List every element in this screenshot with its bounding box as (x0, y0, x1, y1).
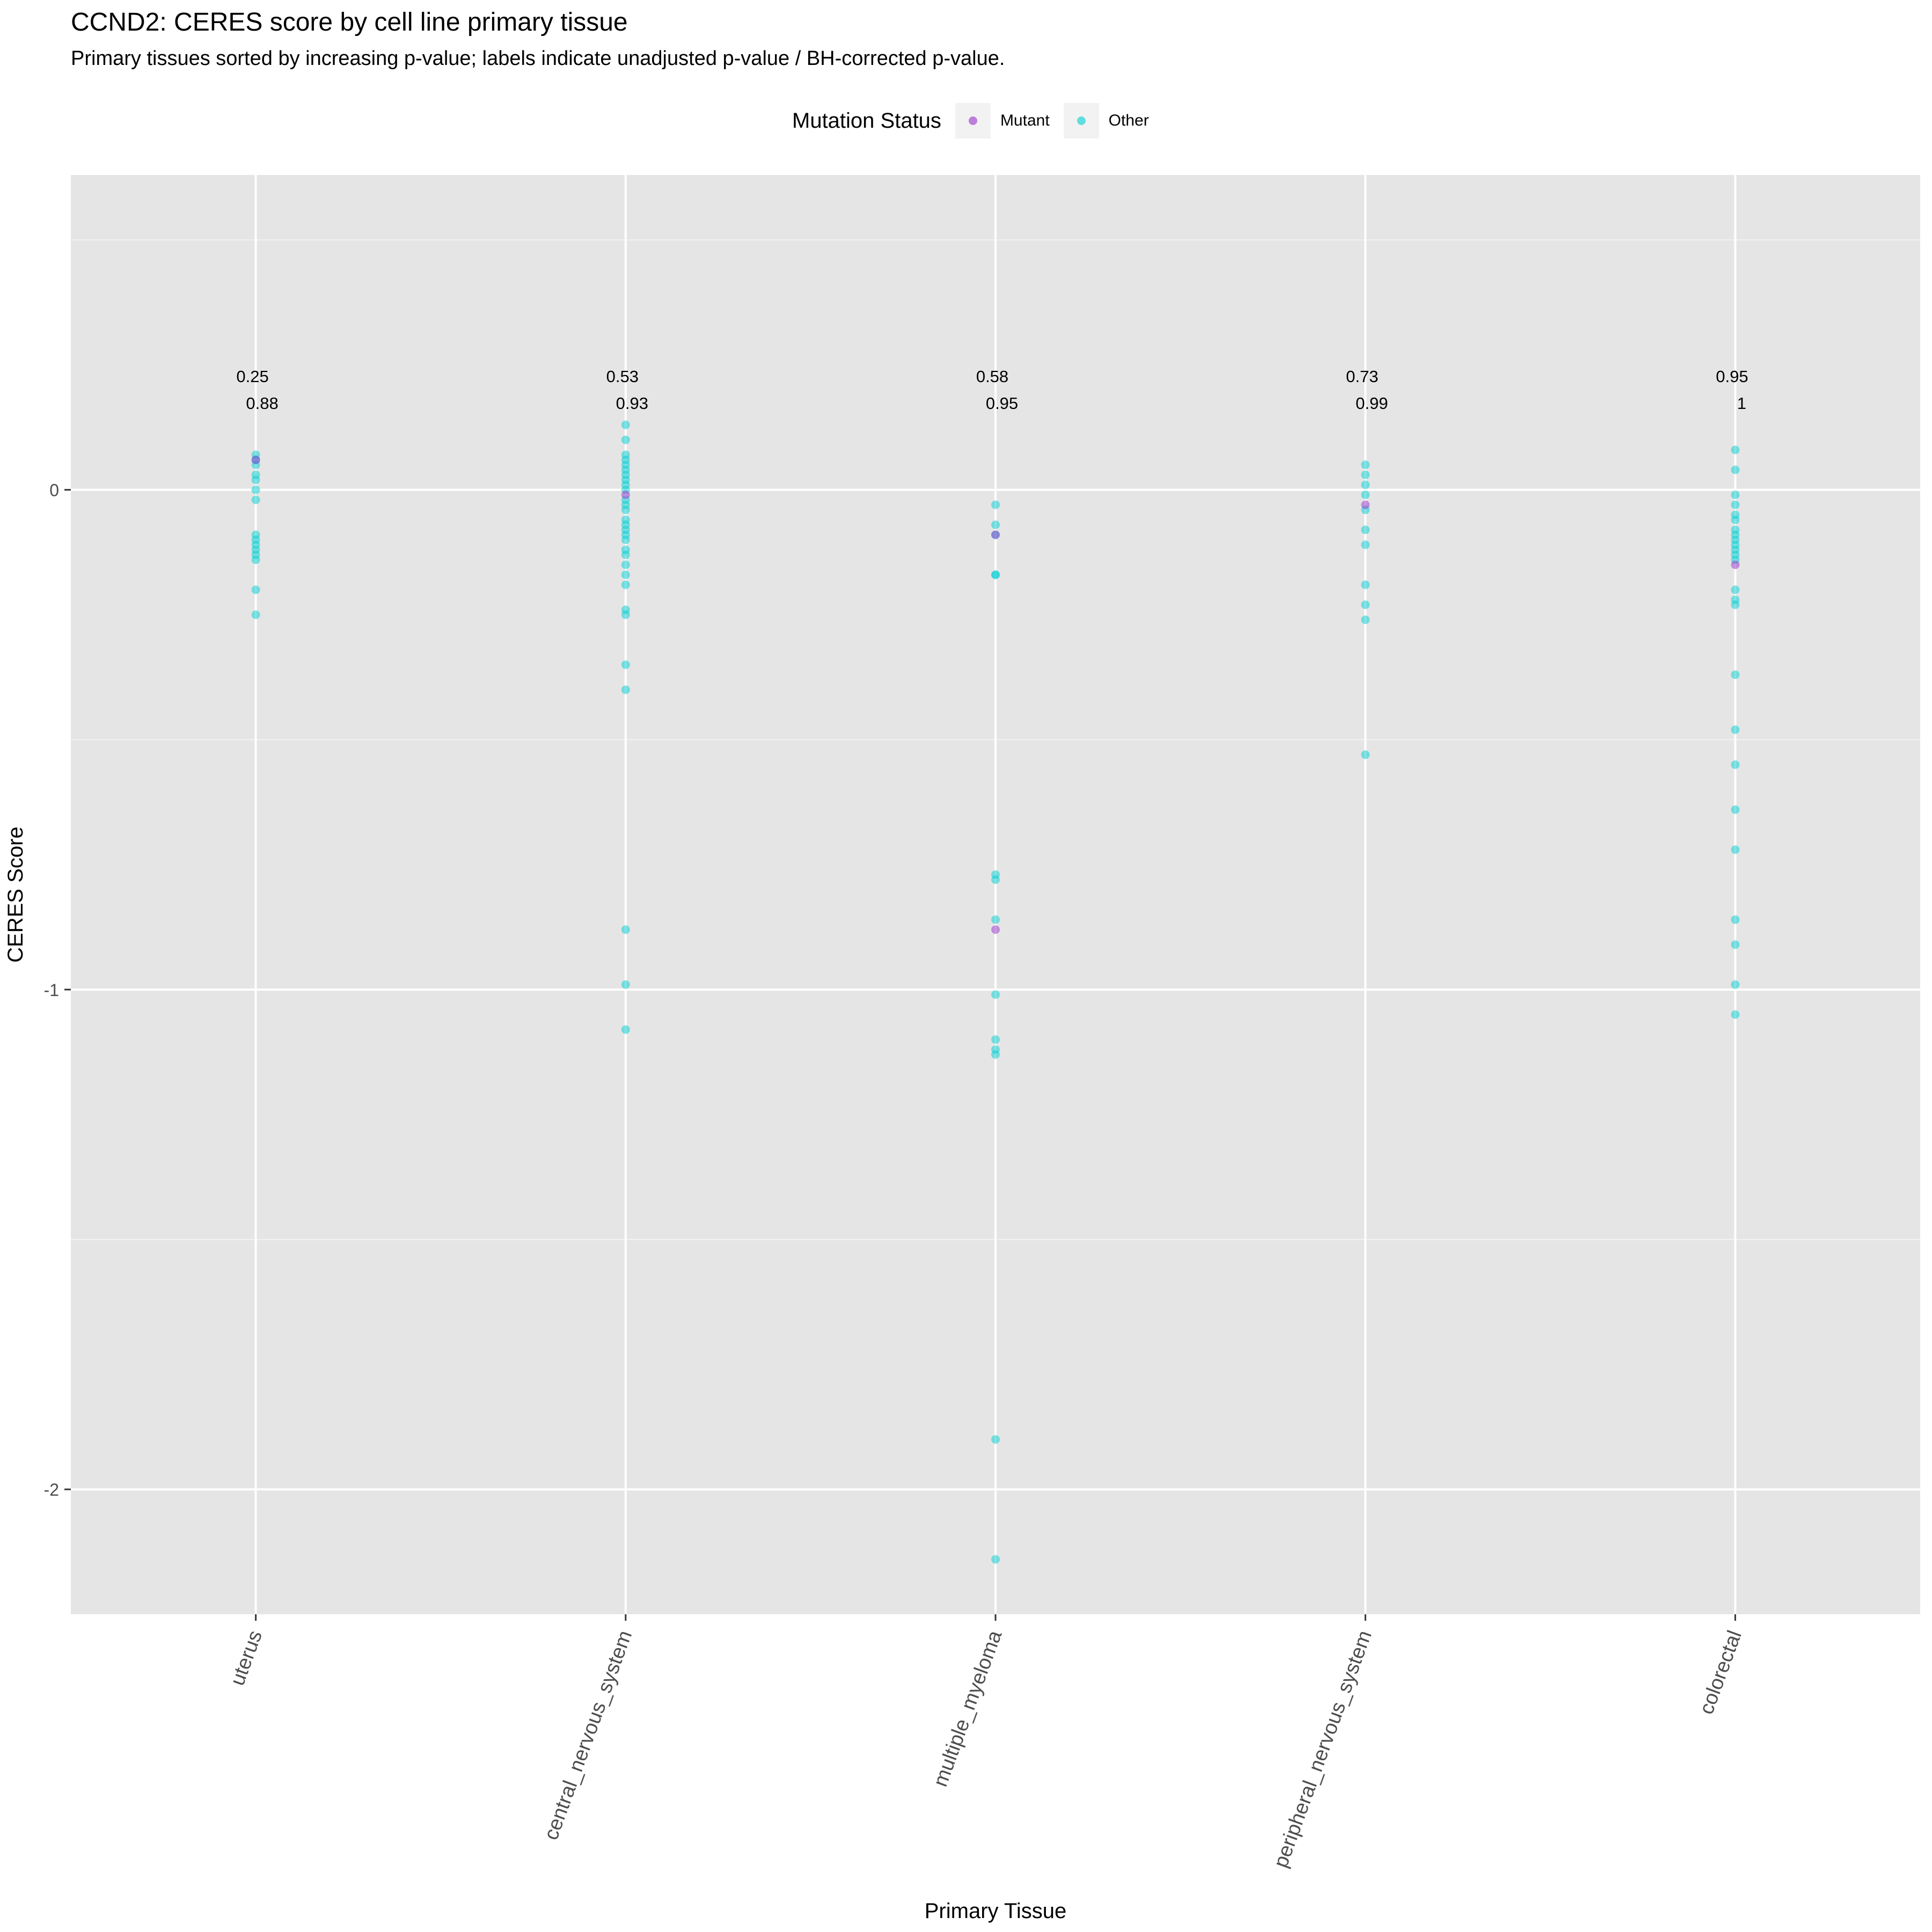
data-point-mutant (991, 530, 1000, 539)
data-point-other (1731, 491, 1740, 499)
p-value-label: 0.95 (1716, 367, 1748, 386)
data-point-other (1361, 615, 1370, 624)
data-point-mutant (621, 491, 630, 499)
data-point-other (621, 505, 630, 514)
data-point-other (991, 915, 1000, 924)
legend-dot-mutant (968, 116, 977, 125)
y-axis-title: CERES Score (4, 826, 27, 962)
data-point-other (991, 500, 1000, 509)
bh-p-value-label: 0.93 (616, 394, 648, 413)
y-tick-label: 0 (49, 481, 59, 500)
data-point-other (621, 980, 630, 989)
bh-p-value-label: 0.99 (1356, 394, 1388, 413)
data-point-mutant (1361, 500, 1370, 509)
data-point-other (1361, 525, 1370, 535)
bh-p-value-label: 1 (1737, 394, 1746, 413)
data-point-mutant (991, 925, 1000, 934)
data-point-other (1731, 1010, 1740, 1019)
legend-label-mutant: Mutant (1000, 112, 1050, 129)
data-point-other (621, 1025, 630, 1034)
data-point-other (1731, 600, 1740, 609)
data-point-other (1731, 845, 1740, 854)
data-point-other (1731, 670, 1740, 679)
legend-item-mutant: Mutant (955, 103, 1050, 138)
legend: Mutation Status Mutant Other (792, 103, 1163, 138)
data-point-other (991, 875, 1000, 884)
data-point-other (991, 1435, 1000, 1444)
data-point-other (1731, 805, 1740, 814)
y-tick-label: -2 (44, 1480, 59, 1499)
data-point-other (251, 585, 260, 594)
legend-label-other: Other (1108, 112, 1149, 129)
data-point-other (1361, 460, 1370, 470)
chart-subtitle: Primary tissues sorted by increasing p-v… (71, 47, 1005, 70)
data-point-mutant (251, 455, 260, 464)
data-point-other (1361, 580, 1370, 589)
data-point-other (1731, 940, 1740, 949)
x-tick-label: colorectal (1695, 1628, 1746, 1717)
bh-p-value-label: 0.95 (986, 394, 1018, 413)
x-tick-label: uterus (226, 1628, 267, 1689)
x-tick-label: peripheral_nervous_system (1270, 1628, 1377, 1871)
data-point-other (621, 570, 630, 579)
data-point-other (621, 580, 630, 589)
legend-title: Mutation Status (792, 108, 941, 133)
p-value-label: 0.58 (976, 367, 1008, 386)
data-point-other (1361, 491, 1370, 499)
p-value-label: 0.73 (1346, 367, 1378, 386)
legend-item-other: Other (1063, 103, 1149, 138)
x-tick-label: multiple_myeloma (929, 1627, 1006, 1790)
p-value-label: 0.53 (606, 367, 639, 386)
chart-title: CCND2: CERES score by cell line primary … (71, 8, 628, 36)
data-point-other (1731, 465, 1740, 474)
data-point-other (991, 990, 1000, 999)
data-point-other (1361, 600, 1370, 609)
x-tick-label: central_nervous_system (540, 1628, 636, 1843)
data-point-other (1731, 980, 1740, 989)
data-point-other (621, 685, 630, 694)
data-point-other (621, 610, 630, 619)
data-point-other (251, 610, 260, 619)
data-point-other (1731, 725, 1740, 734)
legend-key-other (1063, 103, 1099, 138)
data-point-other (621, 550, 630, 559)
data-point-other (621, 535, 630, 544)
legend-dot-other (1077, 116, 1086, 125)
data-point-other (1731, 915, 1740, 924)
data-point-other (1731, 445, 1740, 455)
data-point-other (1731, 515, 1740, 524)
data-point-other (251, 485, 260, 494)
data-point-other (1731, 500, 1740, 509)
data-point-other (621, 560, 630, 569)
data-point-other (1731, 760, 1740, 769)
data-point-other (251, 495, 260, 504)
x-axis-title: Primary Tissue (925, 1899, 1067, 1923)
data-point-other (1731, 585, 1740, 594)
data-point-other (1361, 470, 1370, 479)
data-point-other (991, 1555, 1000, 1564)
data-point-mutant (1731, 560, 1740, 569)
y-tick-label: -1 (44, 980, 59, 1000)
legend-key-mutant (955, 103, 991, 138)
data-point-other (1361, 540, 1370, 550)
data-point-other (991, 570, 1000, 579)
data-point-other (991, 1035, 1000, 1044)
data-point-other (251, 475, 260, 485)
data-point-other (621, 660, 630, 669)
data-point-other (251, 555, 260, 565)
data-point-other (1361, 750, 1370, 759)
data-point-other (991, 520, 1000, 529)
data-point-other (621, 435, 630, 444)
data-point-other (621, 420, 630, 429)
bh-p-value-label: 0.88 (246, 394, 278, 413)
data-point-other (621, 925, 630, 934)
data-point-other (1361, 480, 1370, 489)
data-point-other (991, 1050, 1000, 1059)
p-value-label: 0.25 (236, 367, 268, 386)
